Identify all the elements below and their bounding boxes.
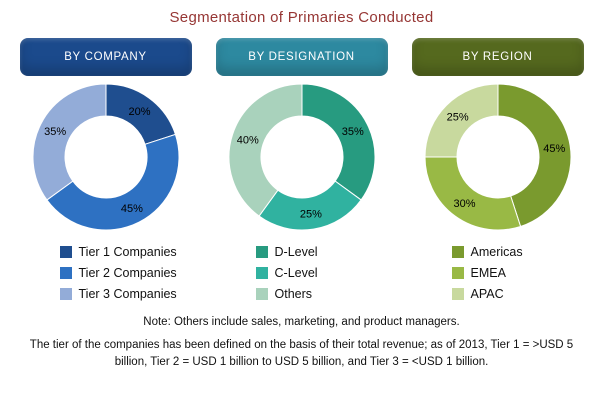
legend-swatch bbox=[255, 246, 268, 258]
legend-label: Others bbox=[274, 287, 313, 301]
legend-company: Tier 1 Companies Tier 2 Companies Tier 3 C… bbox=[59, 245, 177, 308]
donut-slice bbox=[423, 156, 521, 231]
banner-by-region: BY REGION bbox=[411, 38, 584, 76]
slice-percent-label: 45% bbox=[543, 143, 565, 155]
legend-region: Americas EMEA APAC bbox=[451, 245, 523, 308]
legend-label: Tier 2 Companies bbox=[78, 266, 177, 280]
legend-item: C-Level bbox=[255, 266, 318, 280]
donut-slice bbox=[45, 133, 179, 231]
legend-swatch bbox=[451, 267, 464, 279]
legend-swatch bbox=[451, 288, 464, 300]
chart-column-designation: BY DESIGNATION 35% 25% 40% D-Level C-Level O… bbox=[215, 38, 388, 308]
slice-percent-label: 30% bbox=[453, 198, 475, 210]
slice-percent-label: 25% bbox=[299, 208, 321, 220]
chart-column-company: BY COMPANY 20% 45% 35% Tier 1 Companies Tie… bbox=[19, 38, 192, 308]
banner-by-company: BY COMPANY bbox=[19, 38, 192, 76]
slice-percent-label: 25% bbox=[446, 112, 468, 124]
chart-columns: BY COMPANY 20% 45% 35% Tier 1 Companies Tie… bbox=[0, 38, 603, 308]
slice-percent-label: 40% bbox=[236, 134, 258, 146]
footer-text: The tier of the companies has been defin… bbox=[29, 339, 574, 369]
legend-label: Tier 1 Companies bbox=[78, 245, 177, 259]
legend-swatch bbox=[59, 246, 72, 258]
legend-item: Americas bbox=[451, 245, 523, 259]
slice-percent-label: 35% bbox=[341, 126, 363, 138]
legend-label: APAC bbox=[470, 287, 504, 301]
donut-slice bbox=[32, 83, 106, 201]
legend-item: Others bbox=[255, 287, 318, 301]
legend-designation: D-Level C-Level Others bbox=[255, 245, 318, 308]
donut-slice bbox=[301, 83, 375, 201]
legend-swatch bbox=[451, 246, 464, 258]
donut-chart-region: 45% 30% 25% bbox=[423, 82, 573, 237]
donut-slice bbox=[497, 83, 572, 228]
legend-item: Tier 1 Companies bbox=[59, 245, 177, 259]
legend-label: EMEA bbox=[470, 266, 506, 280]
banner-by-designation: BY DESIGNATION bbox=[215, 38, 388, 76]
slice-percent-label: 45% bbox=[120, 203, 142, 215]
donut-svg: 35% 25% 40% bbox=[228, 83, 375, 231]
legend-item: APAC bbox=[451, 287, 523, 301]
figure-title: Segmentation of Primaries Conducted bbox=[169, 9, 434, 26]
legend-swatch bbox=[59, 267, 72, 279]
legend-label: D-Level bbox=[274, 245, 318, 259]
donut-svg: 20% 45% 35% bbox=[32, 83, 179, 231]
slice-percent-label: 35% bbox=[44, 126, 66, 138]
note-text: Note: Others include sales, marketing, a… bbox=[143, 316, 460, 328]
chart-column-region: BY REGION 45% 30% 25% Americas EMEA APAC bbox=[411, 38, 584, 308]
legend-item: Tier 2 Companies bbox=[59, 266, 177, 280]
legend-label: Americas bbox=[470, 245, 523, 259]
legend-item: D-Level bbox=[255, 245, 318, 259]
legend-swatch bbox=[255, 288, 268, 300]
legend-label: Tier 3 Companies bbox=[78, 287, 177, 301]
donut-chart-designation: 35% 25% 40% bbox=[227, 82, 377, 237]
legend-item: Tier 3 Companies bbox=[59, 287, 177, 301]
donut-slice bbox=[423, 83, 498, 158]
legend-swatch bbox=[255, 267, 268, 279]
donut-svg: 45% 30% 25% bbox=[423, 83, 572, 231]
legend-swatch bbox=[59, 288, 72, 300]
legend-item: EMEA bbox=[451, 266, 523, 280]
slice-percent-label: 20% bbox=[128, 106, 150, 118]
legend-label: C-Level bbox=[274, 266, 318, 280]
donut-chart-company: 20% 45% 35% bbox=[31, 82, 181, 237]
donut-slice bbox=[228, 83, 302, 217]
